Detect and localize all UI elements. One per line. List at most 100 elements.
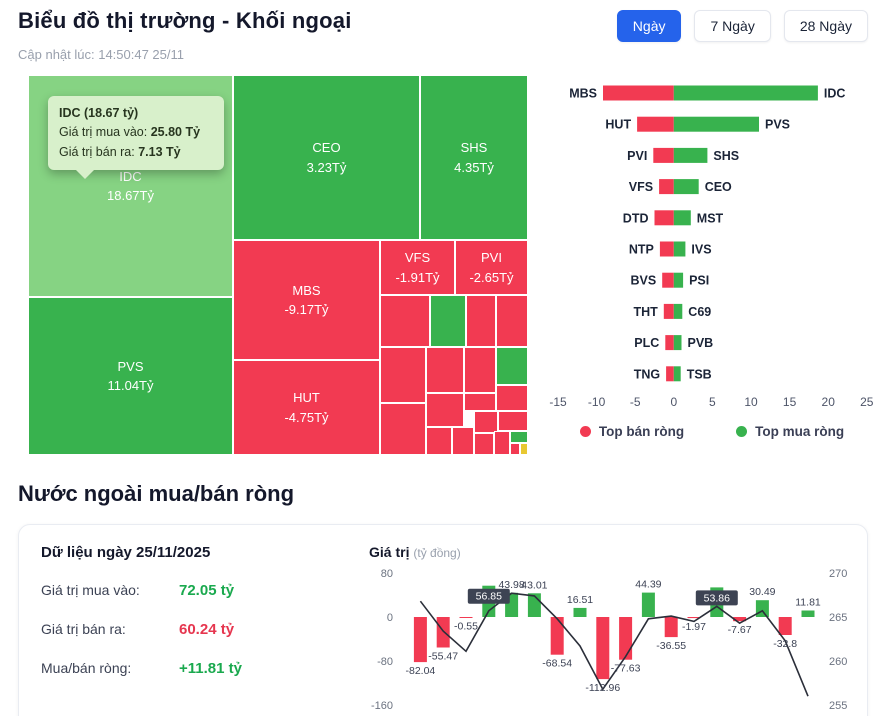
net-bar-label: -1.97 xyxy=(682,621,706,633)
net-bar[interactable] xyxy=(619,617,633,660)
treemap-cell[interactable] xyxy=(510,431,528,443)
rank-bar-buy-SHS[interactable] xyxy=(673,147,708,163)
rank-bar-buy-PVB[interactable] xyxy=(673,335,682,351)
net-bar[interactable] xyxy=(801,610,815,618)
treemap-cell[interactable] xyxy=(426,347,464,393)
treemap-cell[interactable] xyxy=(430,295,466,347)
rank-bar-buy-TSB[interactable] xyxy=(673,366,681,382)
rank-bar-sell-VFS[interactable] xyxy=(659,179,674,195)
legend-top-sell: Top bán ròng xyxy=(579,424,684,439)
rank-bar-sell-MBS[interactable] xyxy=(603,85,674,101)
legend-buy-label: Top mua ròng xyxy=(755,424,845,439)
net-bar[interactable] xyxy=(550,617,564,655)
treemap-cell[interactable] xyxy=(426,393,464,427)
treemap-cell[interactable] xyxy=(520,443,528,455)
rank-bar-sell-TNG[interactable] xyxy=(666,366,674,382)
net-bar[interactable] xyxy=(413,617,427,663)
cell-value: 18.67Tỷ xyxy=(107,188,154,203)
rank-bar-sell-DTD[interactable] xyxy=(654,210,674,226)
rank-buy-ticker: MST xyxy=(697,211,724,225)
rank-bar-sell-NTP[interactable] xyxy=(659,241,674,257)
treemap-cell-mbs[interactable]: MBS -9.17Tỷ xyxy=(233,240,380,360)
rank-bar-buy-C69[interactable] xyxy=(673,303,683,319)
rank-bar-buy-IVS[interactable] xyxy=(673,241,686,257)
treemap-cell[interactable] xyxy=(496,295,528,347)
range-button-day[interactable]: Ngày xyxy=(616,10,682,42)
net-bar[interactable] xyxy=(733,617,747,622)
net-bar[interactable] xyxy=(664,617,678,638)
rank-sell-ticker: HUT xyxy=(605,118,631,132)
treemap-cell[interactable] xyxy=(496,347,528,385)
treemap-cell[interactable] xyxy=(426,427,452,455)
rank-sell-ticker: PLC xyxy=(634,336,659,350)
range-button-7day[interactable]: 7 Ngày xyxy=(694,10,771,42)
tooltip-buy-row: Giá trị mua vào: 25.80 Tỷ xyxy=(59,123,213,142)
rank-buy-ticker: SHS xyxy=(713,149,739,163)
rank-bar-sell-HUT[interactable] xyxy=(637,116,674,132)
treemap-cell-pvs[interactable]: PVS 11.04Tỷ xyxy=(28,297,233,455)
stat-sell-value: Giá trị bán ra: 60.24 tỷ xyxy=(41,621,234,638)
treemap-cell-vfs[interactable]: VFS -1.91Tỷ xyxy=(380,240,455,295)
net-bar[interactable] xyxy=(459,617,473,618)
cell-value: -9.17Tỷ xyxy=(284,302,329,317)
treemap-cell-hut[interactable]: HUT -4.75Tỷ xyxy=(233,360,380,455)
treemap-cell[interactable] xyxy=(510,443,520,455)
rank-bar-buy-CEO[interactable] xyxy=(673,179,699,195)
cell-ticker: CEO xyxy=(312,140,341,155)
treemap-cell[interactable] xyxy=(464,393,496,411)
net-bar-label: -112.96 xyxy=(585,682,620,694)
net-bar[interactable] xyxy=(641,592,655,617)
net-ranking-section: MBS IDC HUT PVS PVI SHS VFS CEO DTD MST NTP IVS BVS P… xyxy=(544,76,880,439)
net-bar-label: -55.47 xyxy=(428,651,458,663)
rank-sell-ticker: MBS xyxy=(569,87,597,101)
daily-net-chart: 80 0 -80 -160 270 265 260 255 -82.04 -55.47 -0.55 5… xyxy=(337,555,865,716)
flow-card: Dữ liệu ngày 25/11/2025 Giá trị mua vào:… xyxy=(18,524,868,716)
rank-axis-tick: 20 xyxy=(822,395,836,409)
rank-bar-sell-PVI[interactable] xyxy=(653,147,674,163)
stat-buy-value: Giá trị mua vào: 72.05 tỷ xyxy=(41,582,234,599)
tooltip-sell-label: Giá trị bán ra: xyxy=(59,144,135,159)
net-bar[interactable] xyxy=(436,617,450,648)
treemap-cell[interactable] xyxy=(380,295,430,347)
range-button-28day[interactable]: 28 Ngày xyxy=(783,10,868,42)
stat-amount: 72.05 tỷ xyxy=(179,582,235,599)
rank-bar-sell-BVS[interactable] xyxy=(662,272,674,288)
rank-bar-sell-THT[interactable] xyxy=(663,303,674,319)
range-switcher: Ngày 7 Ngày 28 Ngày xyxy=(616,10,868,42)
rank-bar-buy-PVS[interactable] xyxy=(673,116,759,132)
treemap-cell[interactable] xyxy=(466,295,496,347)
rank-axis-tick: 0 xyxy=(670,395,677,409)
rank-sell-ticker: PVI xyxy=(627,149,647,163)
rank-bar-buy-PSI[interactable] xyxy=(673,272,684,288)
treemap-cell[interactable] xyxy=(380,403,426,455)
flow-chart-unit: (tỷ đồng) xyxy=(413,546,461,560)
net-bar[interactable] xyxy=(596,617,610,680)
treemap-cell[interactable] xyxy=(498,411,528,431)
treemap-cell-ceo[interactable]: CEO 3.23Tỷ xyxy=(233,75,420,240)
rank-bar-sell-PLC[interactable] xyxy=(665,335,674,351)
treemap-cell[interactable] xyxy=(452,427,474,455)
treemap-cell[interactable] xyxy=(494,431,510,455)
right-axis-tick: 255 xyxy=(829,700,847,712)
cell-value: -1.91Tỷ xyxy=(395,269,440,285)
net-bar[interactable] xyxy=(778,617,792,635)
treemap-cell[interactable] xyxy=(464,347,496,393)
cell-ticker: HUT xyxy=(293,390,320,405)
left-axis-tick: 0 xyxy=(387,612,393,624)
treemap-cell[interactable] xyxy=(474,433,494,455)
rank-axis-tick: 10 xyxy=(744,395,758,409)
net-bar[interactable] xyxy=(573,607,587,617)
net-bar[interactable] xyxy=(687,617,701,619)
rank-bar-buy-MST[interactable] xyxy=(673,210,691,226)
net-bar[interactable] xyxy=(755,600,769,617)
cell-ticker: PVI xyxy=(481,250,502,265)
cell-ticker: SHS xyxy=(460,140,488,155)
rank-bar-buy-IDC[interactable] xyxy=(673,85,818,101)
treemap: IDC (18.67 tỷ) Giá trị mua vào: 25.80 Tỷ… xyxy=(28,75,528,455)
treemap-cell[interactable] xyxy=(496,385,528,411)
treemap-cell[interactable] xyxy=(474,411,498,433)
treemap-cell-shs[interactable]: SHS 4.35Tỷ xyxy=(420,75,528,240)
treemap-cell-pvi[interactable]: PVI -2.65Tỷ xyxy=(455,240,528,295)
treemap-cell[interactable] xyxy=(380,347,426,403)
